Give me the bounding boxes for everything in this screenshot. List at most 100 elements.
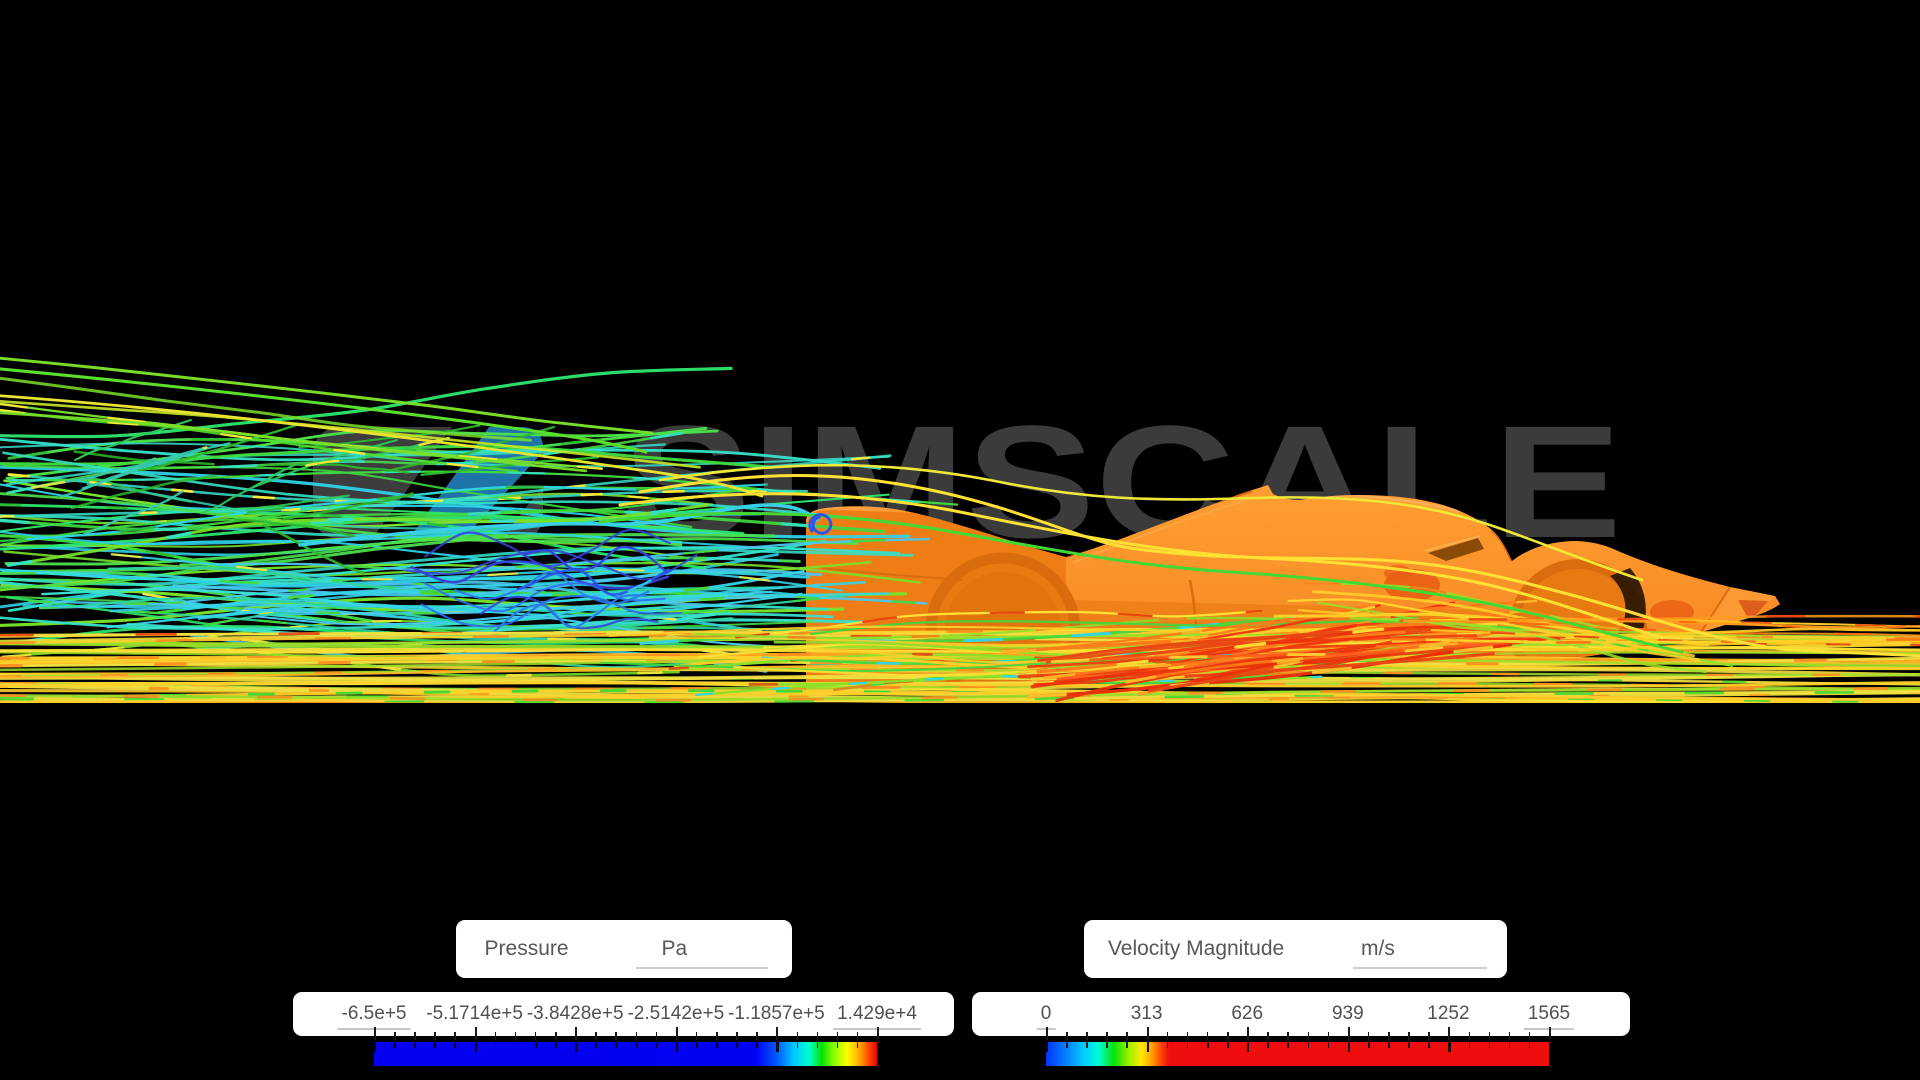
velocity-colorbar-notch [1267,1042,1269,1048]
velocity-minor-tick [1267,1032,1269,1040]
pressure-colorbar-notch [555,1042,557,1048]
streamline-green-top-left [0,367,648,454]
streamline-seg-wake-crisscross [1,619,768,658]
streamline-seg-wake-crisscross [7,473,809,504]
velocity-legend-scale-box[interactable]: 0 313 626 939 1252 1565 [972,992,1630,1040]
streamline-seg-red-bundle [1153,638,1403,681]
streamline-wake-crisscross [0,366,733,439]
streamline-wake-crisscross [0,437,882,470]
velocity-colorbar-notch [1247,1042,1250,1052]
pressure-colorbar-notch [394,1042,396,1048]
streamline-wake-crisscross [0,604,829,631]
streamline-ground-band [0,656,1920,672]
velocity-colorbar-notch [1166,1042,1169,1048]
pressure-colorbar-notch [836,1042,839,1048]
pressure-tick-mark [776,1027,779,1040]
velocity-colorbar-notch [1448,1042,1451,1052]
streamline-red-bundle [1055,644,1376,703]
streamline-seg-wake-crisscross [0,454,892,518]
velocity-minor-tick [1086,1032,1088,1040]
velocity-minor-tick [1106,1032,1108,1040]
pressure-minor-tick [695,1032,698,1040]
streamline-canopy-y2 [618,492,1664,640]
pressure-minor-tick [796,1032,799,1040]
velocity-minor-tick [1206,1032,1209,1040]
pressure-minor-tick [534,1032,537,1040]
velocity-colorbar-notch [1186,1042,1189,1048]
velocity-colorbar[interactable] [1046,1042,1552,1066]
velocity-tick-mark [1046,1027,1048,1040]
velocity-colorbar-notch [1428,1042,1430,1048]
pressure-colorbar-notch [374,1042,377,1052]
velocity-minor-tick [1488,1032,1491,1040]
streamline-seg-red-bundle [1138,646,1419,696]
pressure-legend-scale-box[interactable]: -6.5e+5 -5.1714e+5 -3.8428e+5 -2.5142e+5 -1.… [293,992,954,1040]
pressure-colorbar-notch [514,1042,517,1048]
streamline-wake-lattice [253,439,398,488]
streamline-front-wrap [1297,608,1701,661]
pressure-tick-mark [877,1027,879,1040]
streamline-wake-crisscross [0,492,859,545]
pressure-legend-title-box: Pressure Pa [456,920,792,978]
streamline-right-mix [1520,640,1920,651]
streamline-blue-tangle [493,594,648,633]
velocity-colorbar-notch [1126,1042,1129,1048]
streamline-seg-red-bundle [1125,629,1503,684]
streamline-seg-blue-tangle [490,568,670,596]
pressure-tick-value[interactable]: 1.429e+4 [833,1001,921,1030]
pressure-unit-field[interactable]: Pa [661,937,688,960]
side-intake [1428,538,1484,561]
velocity-minor-tick [1186,1032,1189,1040]
streamline-seg-red-bundle [1050,639,1529,664]
velocity-minor-tick [1367,1032,1370,1040]
streamline-wake-lattice [137,423,300,472]
streamline-wake-crisscross [0,546,914,586]
velocity-tick-value[interactable]: 1565 [1523,1001,1575,1030]
pressure-colorbar-notch [494,1042,497,1048]
pressure-colorbar-notch [595,1042,597,1048]
velocity-colorbar-notch [1287,1042,1290,1048]
velocity-minor-tick [1227,1032,1229,1040]
streamline-wake-lattice [245,494,350,511]
velocity-minor-tick [1468,1032,1471,1040]
pressure-colorbar[interactable] [374,1042,880,1066]
velocity-colorbar-notch [1066,1042,1068,1048]
pressure-colorbar-notch [575,1042,578,1052]
streamline-red-bundle [1147,652,1495,693]
streamline-wake-lattice [70,474,217,510]
streamline-right-mix [1390,637,1920,644]
pressure-minor-tick [454,1032,456,1040]
velocity-unit-field[interactable]: m/s [1361,937,1395,960]
streamline-wake-lattice [234,518,355,538]
streamline-wake-crisscross [0,530,758,549]
streamline-under-car-mid [663,616,1295,640]
pressure-tick-value[interactable]: -6.5e+5 [337,1001,411,1030]
pressure-colorbar-notch [474,1042,477,1052]
streamline-seg-right-mix [1512,621,1920,637]
velocity-tick-value[interactable]: 0 [1036,1001,1056,1030]
streamline-seg-wake-lattice [305,436,450,467]
pressure-minor-tick [494,1032,497,1040]
pressure-colorbar-notch [776,1042,779,1052]
velocity-tick-mark [1549,1027,1551,1040]
streamline-wake-cyan-core [128,609,851,640]
velocity-minor-tick [1528,1032,1531,1040]
velocity-minor-tick [1126,1032,1128,1040]
streamline-ground-band [0,691,1920,703]
velocity-tick-mark [1448,1027,1451,1040]
streamline-wake-lattice [262,524,365,574]
streamline-wake-crisscross [2,451,855,520]
streamline-seg-right-mix [1406,628,1920,646]
velocity-colorbar-notch [1528,1042,1531,1048]
velocity-colorbar-notch [1388,1042,1390,1048]
velocity-tick-mark [1247,1027,1250,1040]
streamline-seg-under-car-mid [735,609,1263,639]
rear-seam [821,567,963,581]
pressure-minor-tick [716,1032,718,1040]
streamline-seg-wake-crisscross [0,503,707,570]
pressure-colorbar-notch [615,1042,618,1048]
velocity-tick-value: 939 [1331,1003,1364,1024]
velocity-minor-tick [1307,1032,1310,1040]
velocity-tick-value: 313 [1130,1003,1163,1024]
